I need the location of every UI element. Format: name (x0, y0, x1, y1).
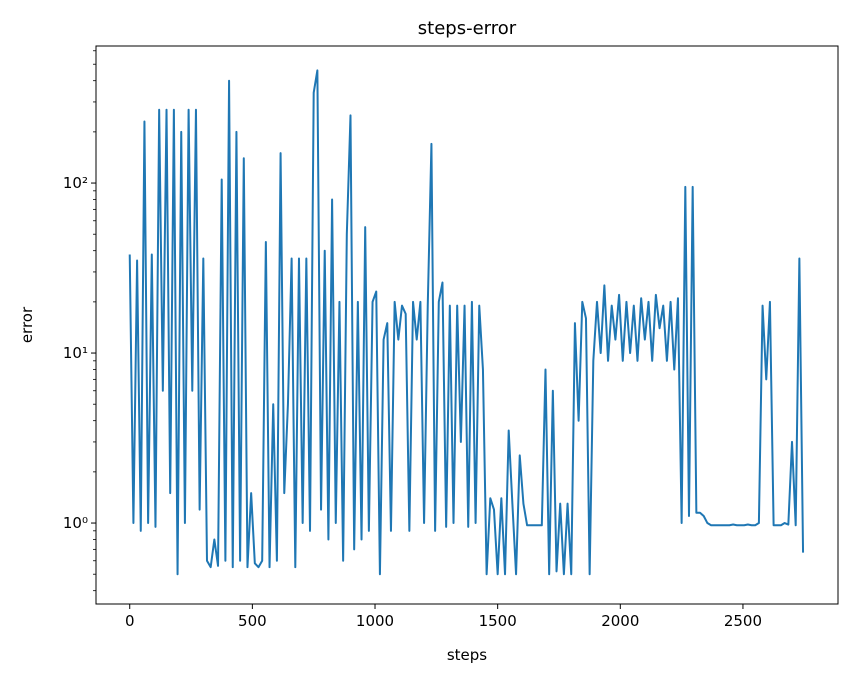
chart-title: steps-error (418, 18, 517, 39)
y-axis-label: error (18, 306, 36, 343)
plot-frame (95, 45, 839, 605)
y-tick-label: 10¹ (63, 344, 88, 362)
x-tick-label: 2500 (724, 612, 762, 630)
x-tick-label: 0 (125, 612, 135, 630)
data-line (128, 69, 805, 576)
y-tick-label: 10² (63, 174, 88, 192)
x-tick-label: 1000 (356, 612, 394, 630)
x-tick-label: 500 (238, 612, 267, 630)
y-tick-label: 10⁰ (63, 514, 88, 532)
x-tick-label: 1500 (479, 612, 517, 630)
x-axis-label: steps (447, 646, 487, 664)
x-tick-label: 2000 (601, 612, 639, 630)
